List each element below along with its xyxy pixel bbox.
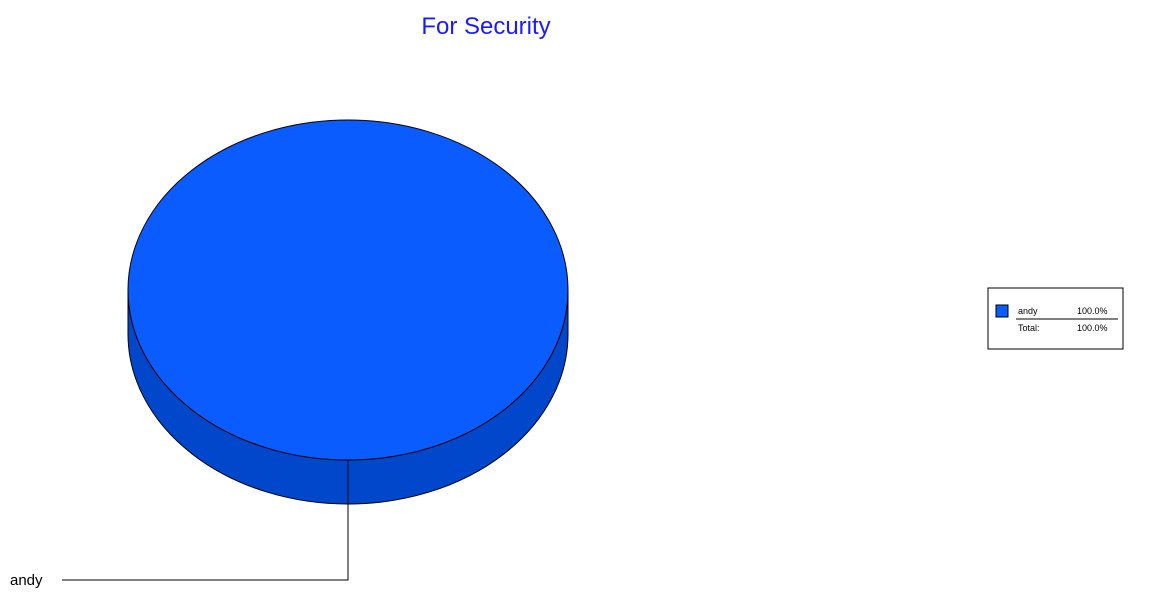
legend-total-value: 100.0% xyxy=(1077,323,1108,333)
pie-slice-andy[interactable] xyxy=(127,119,569,461)
pie-group xyxy=(127,119,569,505)
legend-swatch-andy xyxy=(995,304,1009,318)
slice-leader-line xyxy=(62,460,349,581)
legend-value-andy: 100.0% xyxy=(1077,306,1108,316)
legend-total-label: Total: xyxy=(1018,323,1040,333)
legend-label-andy: andy xyxy=(1018,306,1038,316)
chart-title: For Security xyxy=(421,13,550,40)
legend: andy 100.0% Total: 100.0% xyxy=(987,287,1124,350)
slice-label-andy: andy xyxy=(10,572,43,589)
